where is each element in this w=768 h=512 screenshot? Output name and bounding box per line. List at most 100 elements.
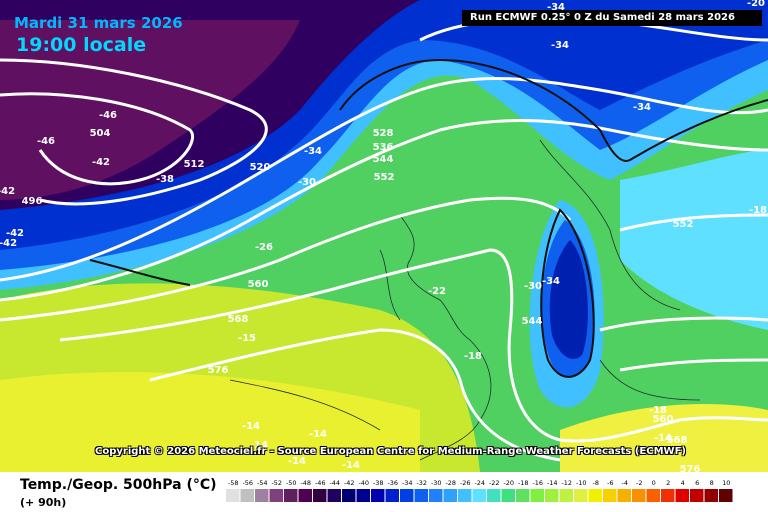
scale-label: 10 [722,479,730,487]
scale-label: 4 [681,479,685,487]
scale-label: -40 [358,479,369,487]
scale-label: -38 [373,479,384,487]
contour-label: 552 [673,219,694,230]
contour-label: -30 [524,281,542,292]
forecast-date: Mardi 31 mars 2026 [14,14,183,32]
contour-label: -15 [238,333,256,344]
contour-label: -38 [156,174,174,185]
scale-swatch [690,489,704,502]
scale-swatch [704,489,718,502]
forecast-time: 19:00 locale [16,34,147,56]
temperature-field-east [620,150,768,330]
contour-label: -14 [288,456,306,467]
scale-label: -52 [271,479,282,487]
contour-label: -14 [309,429,327,440]
isotherm-contours [89,58,768,378]
scale-label: 8 [710,479,714,487]
contour-label: 552 [374,172,395,183]
scale-swatch [472,489,486,502]
contour-label: -46 [99,110,117,121]
contour-label: -14 [250,440,268,451]
contour-label: -46 [37,136,55,147]
scale-swatch [400,489,414,502]
scale-swatch [646,489,660,502]
scale-label: -44 [329,479,340,487]
copyright-notice: Copyright © 2026 Meteociel.fr - Source E… [95,446,686,457]
contour-label: 504 [90,128,111,139]
scale-label: -28 [445,479,456,487]
contour-label: 560 [653,414,674,425]
scale-label: -50 [286,479,297,487]
contour-label: -18 [749,205,767,216]
temperature-field-cut-off-low-core [549,240,588,359]
contour-label: -22 [428,286,446,297]
scale-swatch [487,489,501,502]
scale-label: -8 [593,479,599,487]
scale-swatch [356,489,370,502]
temperature-field-warmer [0,371,420,472]
scale-swatch [588,489,602,502]
scale-swatch [414,489,428,502]
scale-swatch [559,489,573,502]
scale-label: -4 [622,479,628,487]
scale-swatch [617,489,631,502]
color-scale: -58 -56 -54 -52 -50 -48 -46 -44 -42 -40 -38 -36 -34-… [226,479,733,502]
weather-map: -34 -34 -34 -46 504 -46 -42 512 520 -38 -34 528 536 5… [0,0,768,472]
scale-swatch [458,489,472,502]
scale-swatch [371,489,385,502]
scale-label: -22 [489,479,500,487]
contour-label: -42 [6,228,24,239]
contour-label: 568 [228,314,249,325]
contour-label: -34 [304,146,322,157]
scale-label: -16 [532,479,543,487]
scale-swatch [545,489,559,502]
scale-swatch [530,489,544,502]
contour-label: -14 [242,421,260,432]
scale-label: -24 [474,479,485,487]
model-run-banner: Run ECMWF 0.25° 0 Z du Samedi 28 mars 20… [462,10,762,26]
scale-swatch [443,489,457,502]
contour-label: 576 [680,464,701,472]
scale-label: -10 [576,479,587,487]
scale-swatch [327,489,341,502]
scale-label: -14 [547,479,558,487]
scale-swatch [603,489,617,502]
contour-label: -14 [342,460,360,471]
scale-swatch [226,489,240,502]
contour-label: -42 [92,157,110,168]
contour-label: 576 [208,365,229,376]
forecast-lead-time: (+ 90h) [20,496,67,509]
contour-label: -42 [0,238,17,249]
scale-swatch [284,489,298,502]
contour-label: -34 [542,276,560,287]
contour-label: -26 [255,242,273,253]
scale-label: -36 [387,479,398,487]
contour-label: -34 [551,40,569,51]
scale-label: -26 [460,479,471,487]
scale-label: -12 [561,479,572,487]
scale-label: -58 [228,479,239,487]
scale-swatch [298,489,312,502]
contour-label: 512 [184,159,205,170]
scale-swatch [516,489,530,502]
scale-swatch [632,489,646,502]
legend-title: Temp./Geop. 500hPa (°C) [20,477,217,493]
scale-label: -18 [518,479,529,487]
contour-label: 520 [250,162,271,173]
contour-label: 568 [667,435,688,446]
contour-label: 544 [522,316,543,327]
contour-label: -20 [747,0,765,9]
contour-label: 544 [373,154,394,165]
contour-label: -30 [298,177,316,188]
scale-label: 6 [695,479,699,487]
scale-swatch [574,489,588,502]
scale-swatch [429,489,443,502]
contour-label: -14 [654,433,672,444]
scale-label: 2 [666,479,670,487]
scale-swatch [240,489,254,502]
scale-label: -56 [242,479,253,487]
scale-swatch [255,489,269,502]
scale-label: -2 [636,479,642,487]
